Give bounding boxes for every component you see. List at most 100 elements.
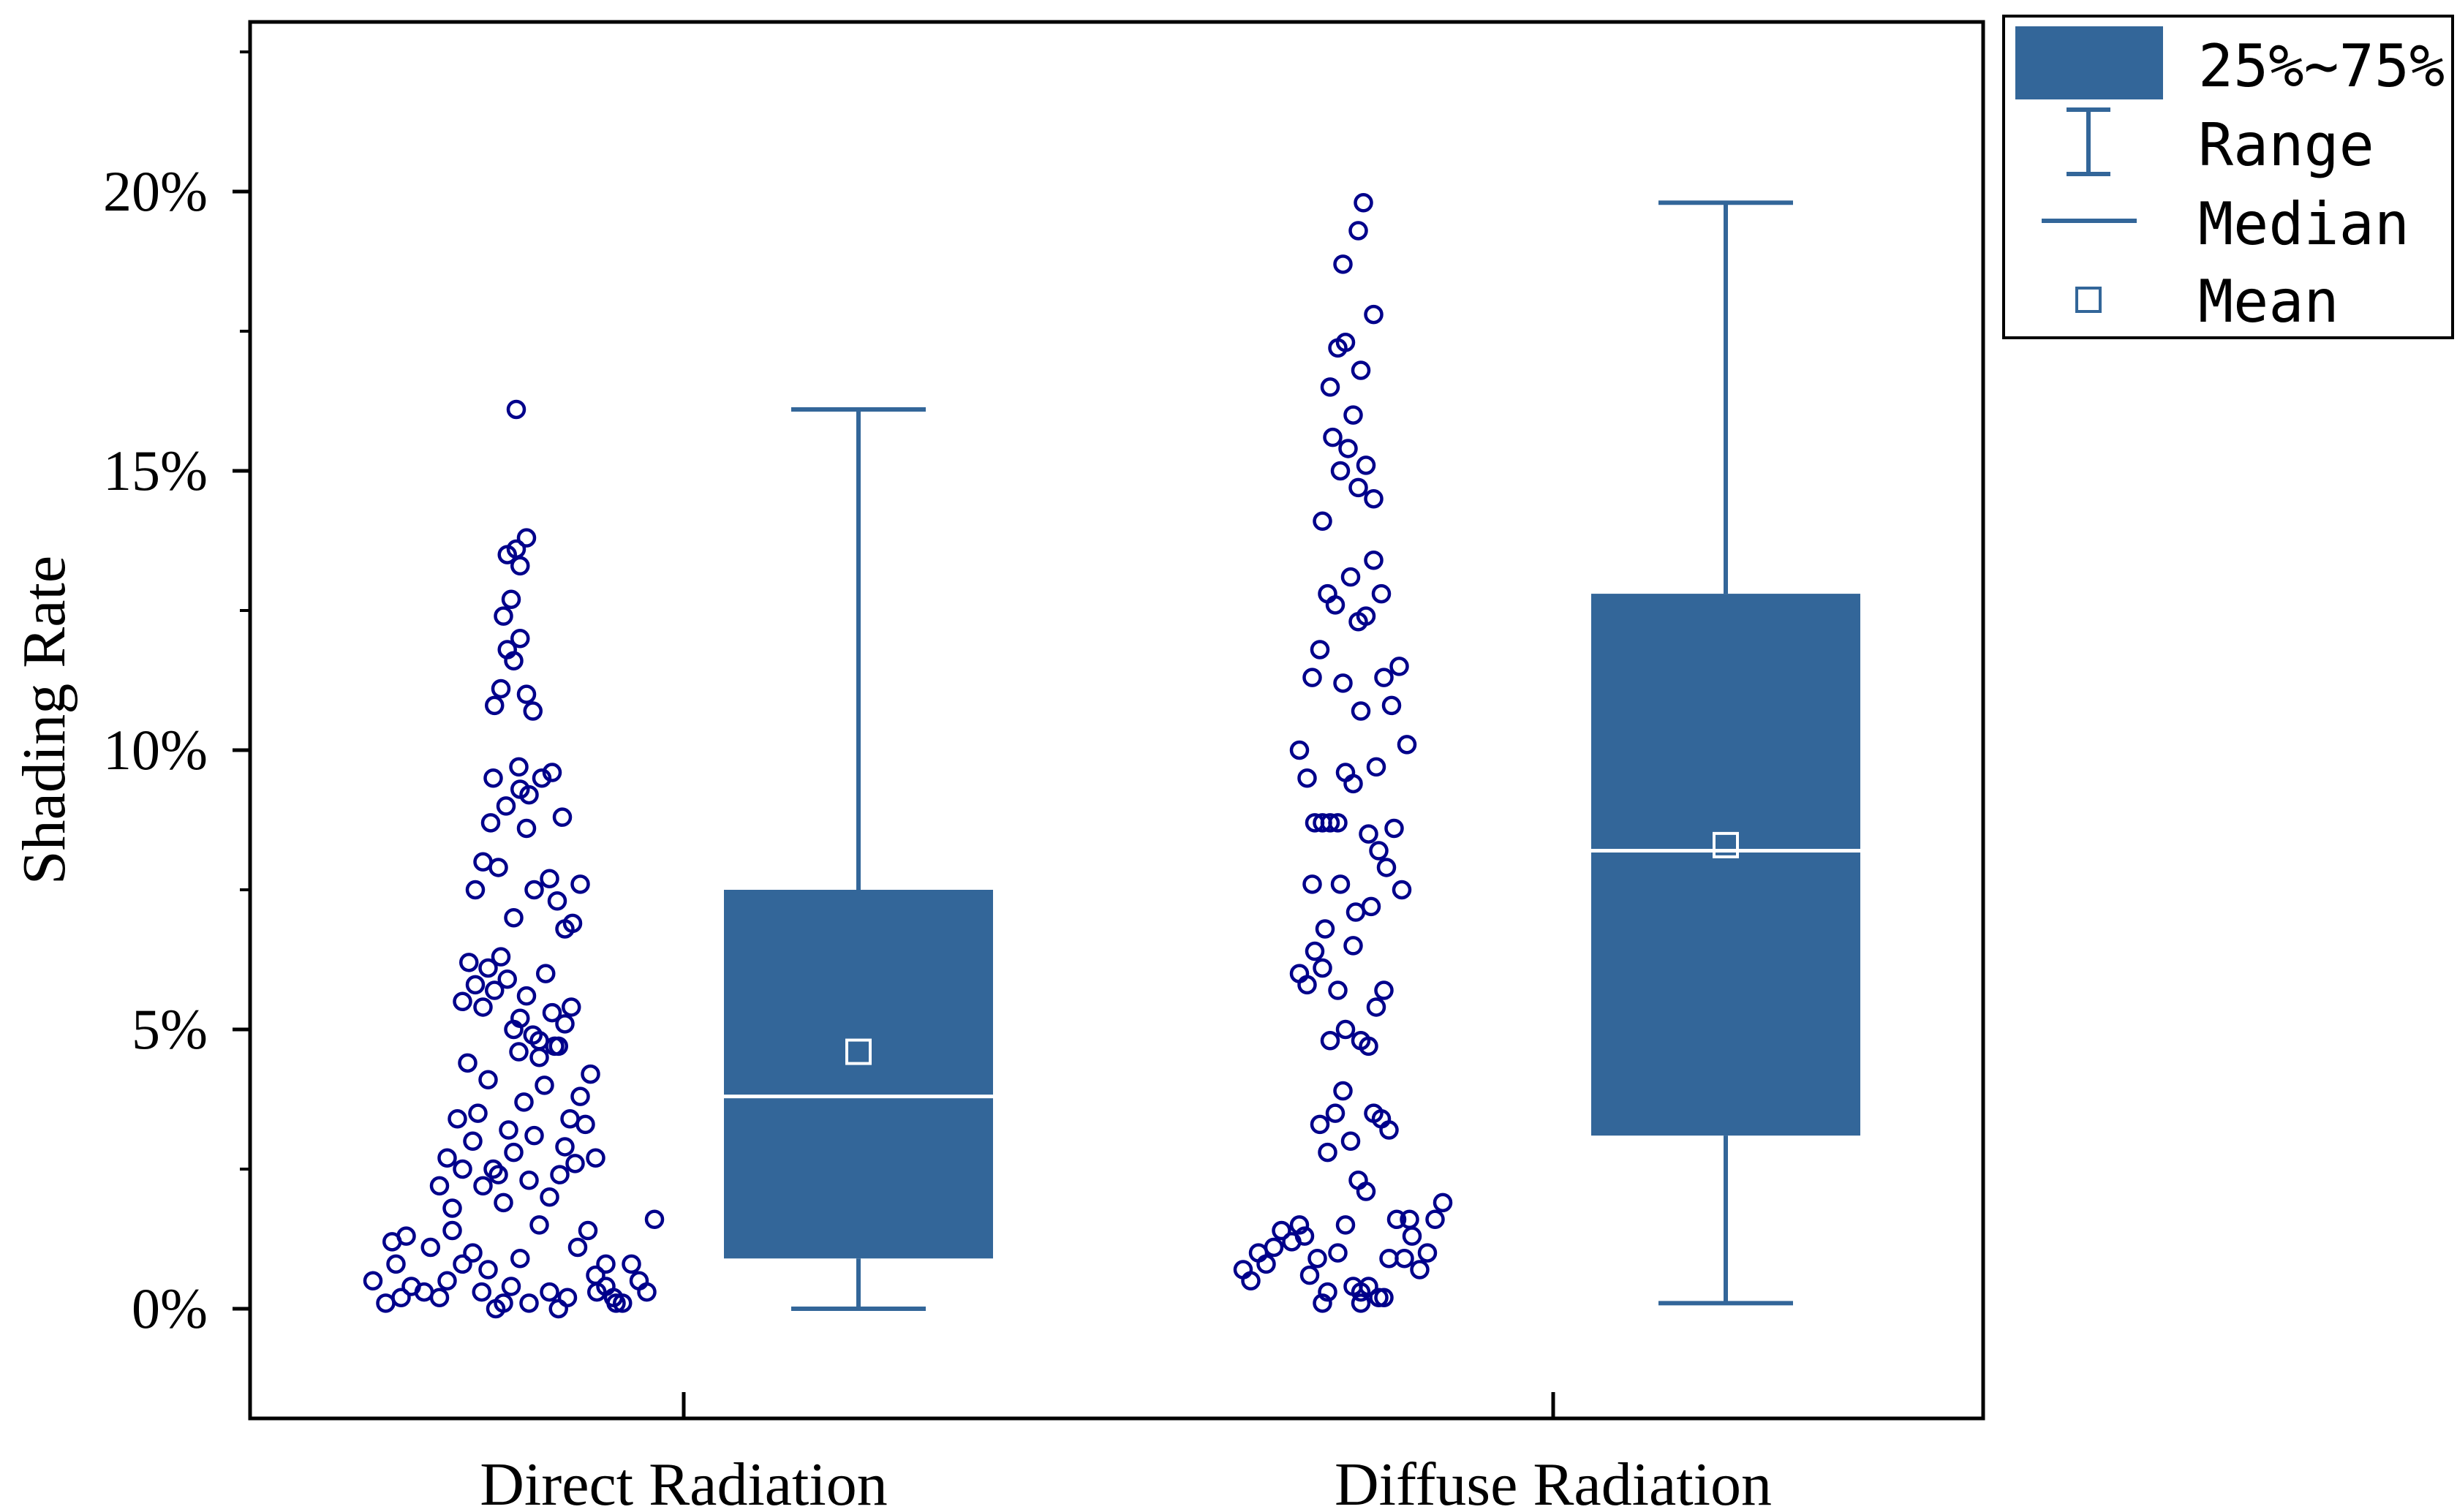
data-point	[1318, 1142, 1337, 1163]
data-point	[496, 796, 516, 816]
data-point	[1364, 488, 1384, 509]
legend-mean-icon	[2075, 287, 2102, 313]
data-point	[567, 1237, 588, 1258]
data-point	[463, 1243, 483, 1263]
data-point	[1320, 1031, 1340, 1051]
data-point	[391, 1288, 411, 1307]
data-point	[550, 1165, 570, 1184]
data-point	[510, 1008, 530, 1028]
data-point	[453, 1254, 472, 1274]
data-point	[1374, 1288, 1394, 1307]
plot-area-frame	[248, 20, 1985, 1421]
data-point	[465, 880, 486, 900]
data-point	[386, 1254, 406, 1274]
data-point	[483, 768, 503, 788]
data-point	[1397, 735, 1417, 755]
data-point	[429, 1288, 450, 1307]
data-point	[1366, 757, 1386, 777]
data-point	[1369, 841, 1389, 861]
y-tick-label: 10%	[103, 718, 208, 782]
data-point	[1356, 1182, 1376, 1201]
data-point	[494, 606, 513, 626]
data-point	[1338, 439, 1358, 458]
data-point	[1410, 1260, 1430, 1279]
data-point	[606, 1293, 626, 1313]
data-point	[510, 628, 530, 649]
data-point	[488, 858, 508, 877]
scatter-points	[363, 193, 1453, 1319]
data-point	[510, 556, 530, 576]
data-point	[1313, 958, 1332, 978]
data-point	[1256, 1254, 1276, 1274]
data-point	[1310, 1114, 1330, 1135]
data-point	[1305, 941, 1325, 961]
data-point	[524, 880, 544, 900]
data-point	[1313, 511, 1332, 532]
data-point	[1381, 695, 1402, 716]
data-point	[478, 958, 498, 978]
data-point	[555, 1014, 575, 1034]
data-point	[540, 1187, 559, 1207]
data-point	[519, 1293, 539, 1313]
data-point	[497, 969, 517, 989]
data-point	[480, 813, 501, 833]
data-point	[532, 768, 552, 788]
data-point	[1313, 1293, 1332, 1313]
data-point	[494, 1192, 513, 1213]
legend: 25%~75% Range Median Mean	[2002, 15, 2454, 339]
y-tick-label: 20%	[103, 159, 208, 223]
data-point	[510, 1248, 530, 1269]
data-point	[1299, 1265, 1320, 1285]
y-axis: 0% 5% 10% 15% 20%	[103, 50, 250, 1340]
data-point	[540, 1282, 559, 1302]
data-point	[542, 763, 562, 782]
data-point	[570, 874, 590, 894]
data-point	[478, 1070, 498, 1090]
data-point	[1289, 740, 1310, 760]
data-point	[499, 1120, 518, 1140]
data-point	[506, 539, 526, 559]
data-point	[540, 869, 559, 888]
data-point	[1394, 1248, 1414, 1269]
data-point	[555, 1137, 575, 1157]
data-point	[1302, 874, 1322, 894]
data-point	[1320, 813, 1340, 833]
data-point	[1354, 193, 1373, 213]
data-point	[565, 1154, 585, 1173]
data-point	[524, 1125, 544, 1146]
data-point	[488, 1165, 508, 1184]
data-point	[478, 1260, 498, 1279]
data-point	[547, 891, 567, 911]
data-point	[483, 1159, 503, 1179]
data-point	[1359, 1277, 1378, 1296]
data-point	[1348, 477, 1368, 498]
x-axis: Direct Radiation Diffuse Radiation	[480, 1392, 1772, 1512]
data-point	[1325, 595, 1346, 615]
data-point	[485, 695, 505, 716]
data-point	[509, 1042, 529, 1062]
data-point	[1328, 980, 1348, 1000]
data-point	[1335, 1019, 1356, 1040]
data-point	[1328, 813, 1348, 833]
data-point	[514, 1092, 534, 1112]
legend-label-box: 25%~75%	[2198, 32, 2445, 100]
data-point	[1333, 254, 1353, 274]
data-point	[581, 1064, 600, 1084]
data-point	[506, 399, 526, 420]
data-point	[1343, 405, 1363, 425]
data-point	[637, 1282, 657, 1302]
data-point	[420, 1237, 440, 1258]
data-point	[586, 1148, 605, 1168]
data-point	[429, 1176, 450, 1196]
data-point	[1328, 1243, 1348, 1263]
data-point	[501, 1277, 521, 1296]
data-point	[1356, 456, 1376, 475]
data-point	[519, 785, 539, 805]
box-group	[724, 407, 993, 1311]
data-point	[536, 964, 556, 983]
iqr-box	[1591, 594, 1860, 1136]
data-point	[1343, 774, 1363, 794]
data-point	[1346, 902, 1366, 922]
x-category-label: Direct Radiation	[480, 1451, 887, 1512]
